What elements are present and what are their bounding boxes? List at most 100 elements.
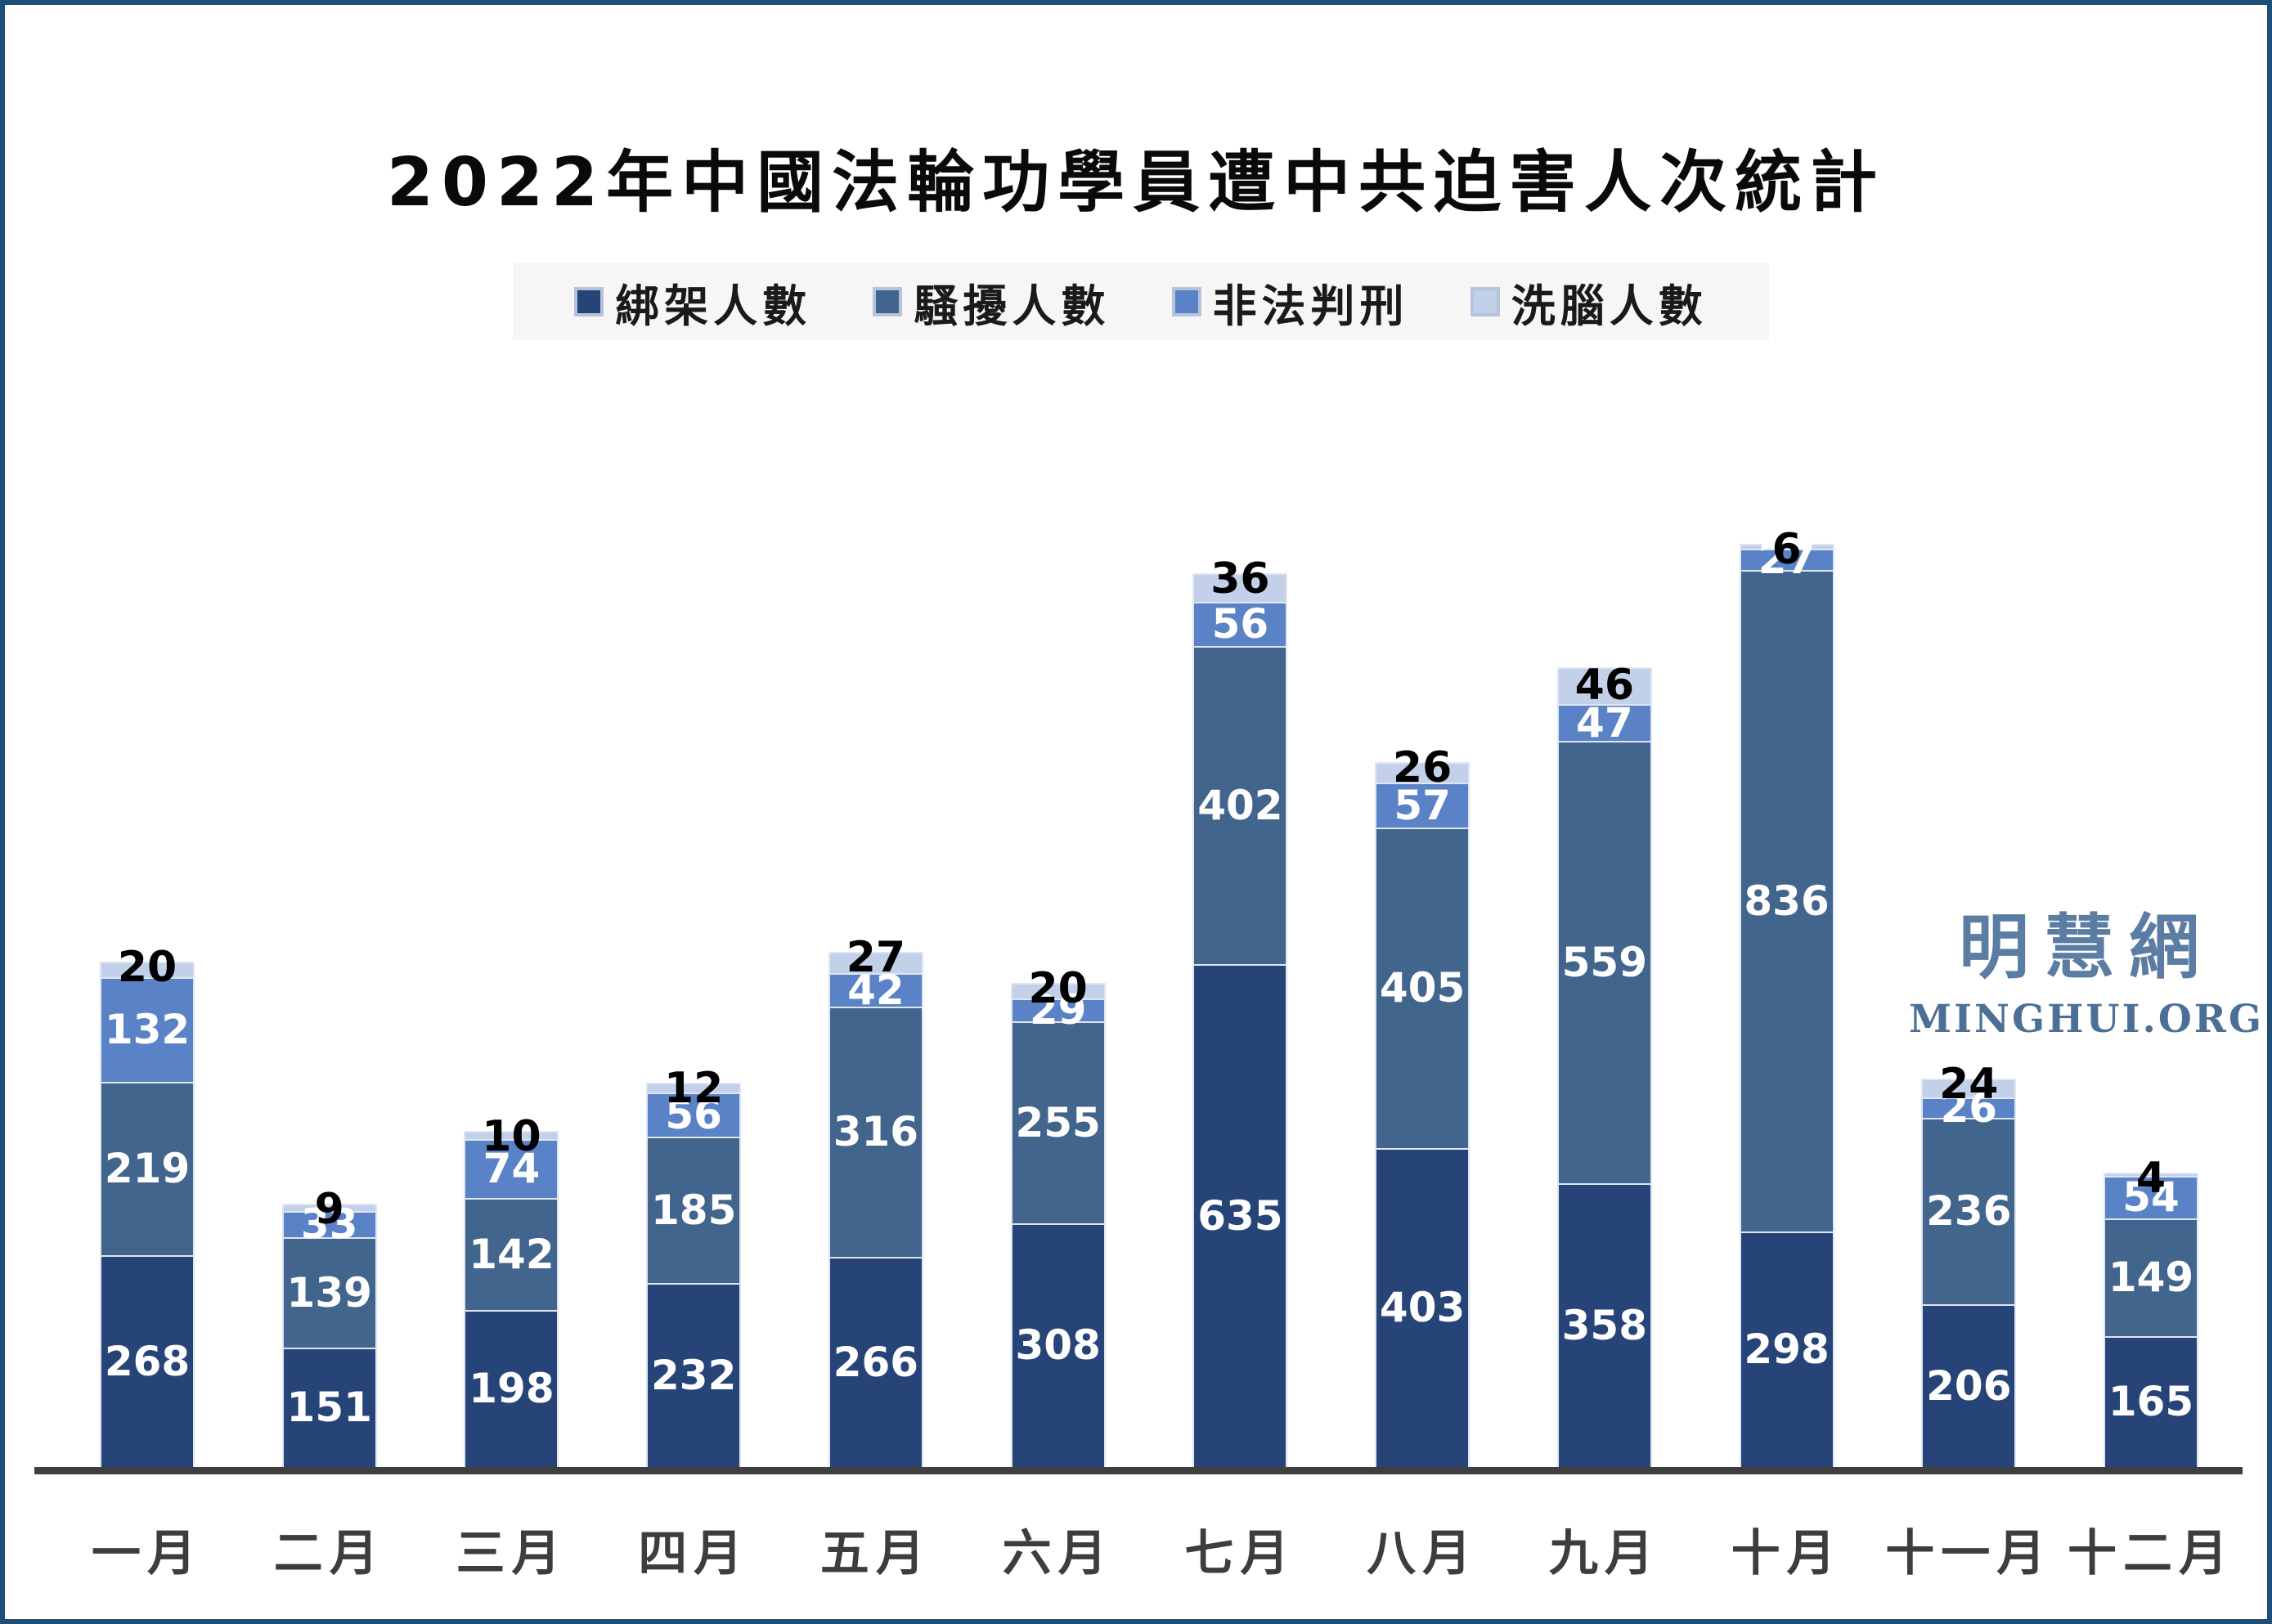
segment-value-label: 635 [1197, 1192, 1283, 1240]
legend-item-3: 非法判刑 [1171, 270, 1409, 334]
bar-segment-綁架人數-十二月 [2104, 1336, 2199, 1467]
segment-value-label: 27 [1758, 536, 1816, 583]
bar-segment-洗腦人數-十二月 [2104, 1173, 2199, 1176]
legend-label: 非法判刑 [1212, 279, 1409, 332]
segment-value-label: 206 [1926, 1362, 2012, 1410]
segment-value-label: 405 [1379, 964, 1466, 1012]
bar-segment-洗腦人數-十一月 [1921, 1079, 2017, 1097]
minghui-watermark: 明慧網 MINGHUI.ORG [1902, 890, 2267, 1042]
legend-marker [1470, 287, 1500, 316]
segment-value-label: 403 [1379, 1284, 1466, 1331]
minghui-logo-cjk: 明慧網 [1959, 907, 2214, 989]
top-value-label: 10 [482, 1112, 541, 1161]
bar-segment-洗腦人數-三月 [464, 1131, 559, 1139]
x-axis-label-8: 八月 [1367, 1525, 1479, 1582]
segment-value-label: 139 [286, 1269, 372, 1317]
segment-value-label: 56 [665, 1091, 722, 1138]
segment-value-label: 33 [300, 1200, 358, 1248]
legend-marker [574, 287, 604, 316]
segment-value-label: 232 [651, 1352, 737, 1399]
bar-segment-綁架人數-三月 [464, 1310, 559, 1467]
segment-value-label: 149 [2108, 1254, 2194, 1301]
bar-segment-綁架人數-一月 [100, 1255, 195, 1467]
bar-segment-綁架人數-六月 [1010, 1223, 1106, 1467]
bar-segment-非法判刑-三月 [464, 1139, 559, 1198]
segment-value-label: 54 [2122, 1173, 2180, 1221]
x-axis-label-7: 七月 [1184, 1525, 1296, 1582]
x-axis-label-6: 六月 [1002, 1525, 1114, 1582]
x-axis-label-1: 一月 [92, 1525, 203, 1582]
bar-segment-騷擾人數-十二月 [2104, 1218, 2199, 1336]
bar-segment-騷擾人數-十月 [1739, 570, 1834, 1231]
bar-segment-騷擾人數-八月 [1375, 828, 1471, 1148]
x-axis-label-2: 二月 [273, 1525, 385, 1582]
segment-value-label: 219 [104, 1145, 191, 1192]
legend-item-2: 騷擾人數 [873, 270, 1110, 334]
segment-value-label: 316 [833, 1108, 919, 1155]
bar-segment-騷擾人數-二月 [281, 1237, 377, 1348]
segment-value-label: 308 [1015, 1321, 1101, 1369]
bar-segment-綁架人數-十月 [1739, 1231, 1834, 1467]
x-axis-label-11: 十一月 [1885, 1525, 2053, 1582]
x-axis-label-3: 三月 [456, 1525, 568, 1582]
segment-value-label: 268 [104, 1338, 191, 1385]
segment-value-label: 42 [847, 967, 905, 1014]
bar-segment-洗腦人數-九月 [1556, 667, 1652, 704]
x-axis-line [34, 1467, 2243, 1474]
bar-segment-洗腦人數-八月 [1375, 762, 1471, 783]
segment-value-label: 836 [1744, 877, 1830, 925]
x-axis-label-10: 十月 [1731, 1525, 1843, 1582]
top-value-label: 27 [846, 933, 906, 982]
x-axis-label-4: 四月 [638, 1525, 750, 1582]
bar-segment-綁架人數-二月 [281, 1348, 377, 1467]
bar-segment-非法判刑-一月 [100, 977, 195, 1082]
bar-segment-非法判刑-十月 [1739, 549, 1834, 570]
bar-segment-綁架人數-九月 [1556, 1183, 1652, 1467]
bar-segment-綁架人數-五月 [828, 1257, 923, 1467]
segment-value-label: 29 [1029, 986, 1087, 1034]
bar-segment-騷擾人數-九月 [1556, 741, 1652, 1183]
bar-segment-非法判刑-八月 [1375, 783, 1471, 828]
legend-marker [873, 287, 903, 316]
legend-item-1: 綁架人數 [574, 270, 811, 334]
segment-value-label: 198 [469, 1365, 555, 1412]
bar-segment-非法判刑-四月 [646, 1092, 742, 1137]
bar-segment-洗腦人數-四月 [646, 1083, 742, 1092]
bar-segment-洗腦人數-五月 [828, 952, 923, 973]
top-value-label: 36 [1210, 554, 1270, 603]
top-value-label: 12 [664, 1064, 724, 1113]
top-value-label: 24 [1939, 1060, 1999, 1109]
segment-value-label: 402 [1197, 782, 1283, 829]
bar-segment-非法判刑-九月 [1556, 704, 1652, 741]
segment-value-label: 236 [1926, 1187, 2012, 1235]
bar-segment-洗腦人數-六月 [1010, 983, 1106, 998]
bar-segment-騷擾人數-三月 [464, 1198, 559, 1310]
top-value-label: 20 [1028, 964, 1088, 1013]
segment-value-label: 255 [1015, 1099, 1101, 1146]
bar-segment-洗腦人數-十月 [1739, 544, 1834, 549]
bar-segment-非法判刑-七月 [1192, 602, 1288, 646]
bar-segment-綁架人數-十一月 [1921, 1304, 2017, 1467]
legend-label: 綁架人數 [615, 279, 812, 332]
bar-segment-騷擾人數-四月 [646, 1137, 742, 1283]
segment-value-label: 266 [833, 1339, 919, 1386]
top-value-label: 9 [314, 1185, 344, 1234]
segment-value-label: 132 [104, 1006, 191, 1053]
x-axis-label-9: 九月 [1548, 1525, 1660, 1582]
minghui-logo-latin: MINGHUI.ORG [1909, 997, 2264, 1042]
bar-segment-非法判刑-五月 [828, 973, 923, 1007]
segment-value-label: 57 [1394, 782, 1451, 829]
bar-segment-非法判刑-六月 [1010, 998, 1106, 1021]
bar-segment-綁架人數-八月 [1375, 1148, 1471, 1467]
segment-value-label: 151 [286, 1384, 372, 1431]
bar-segment-騷擾人數-七月 [1192, 646, 1288, 964]
top-value-label: 6 [1771, 525, 1802, 574]
bar-segment-洗腦人數-一月 [100, 962, 195, 977]
bar-segment-非法判刑-十一月 [1921, 1097, 2017, 1118]
chart-title: 2022年中國法輪功學員遭中共迫害人次統計 [386, 144, 1886, 222]
segment-value-label: 358 [1561, 1302, 1648, 1349]
legend-item-4: 洗腦人數 [1470, 270, 1708, 334]
legend-marker [1171, 287, 1201, 316]
bar-segment-騷擾人數-五月 [828, 1007, 923, 1257]
